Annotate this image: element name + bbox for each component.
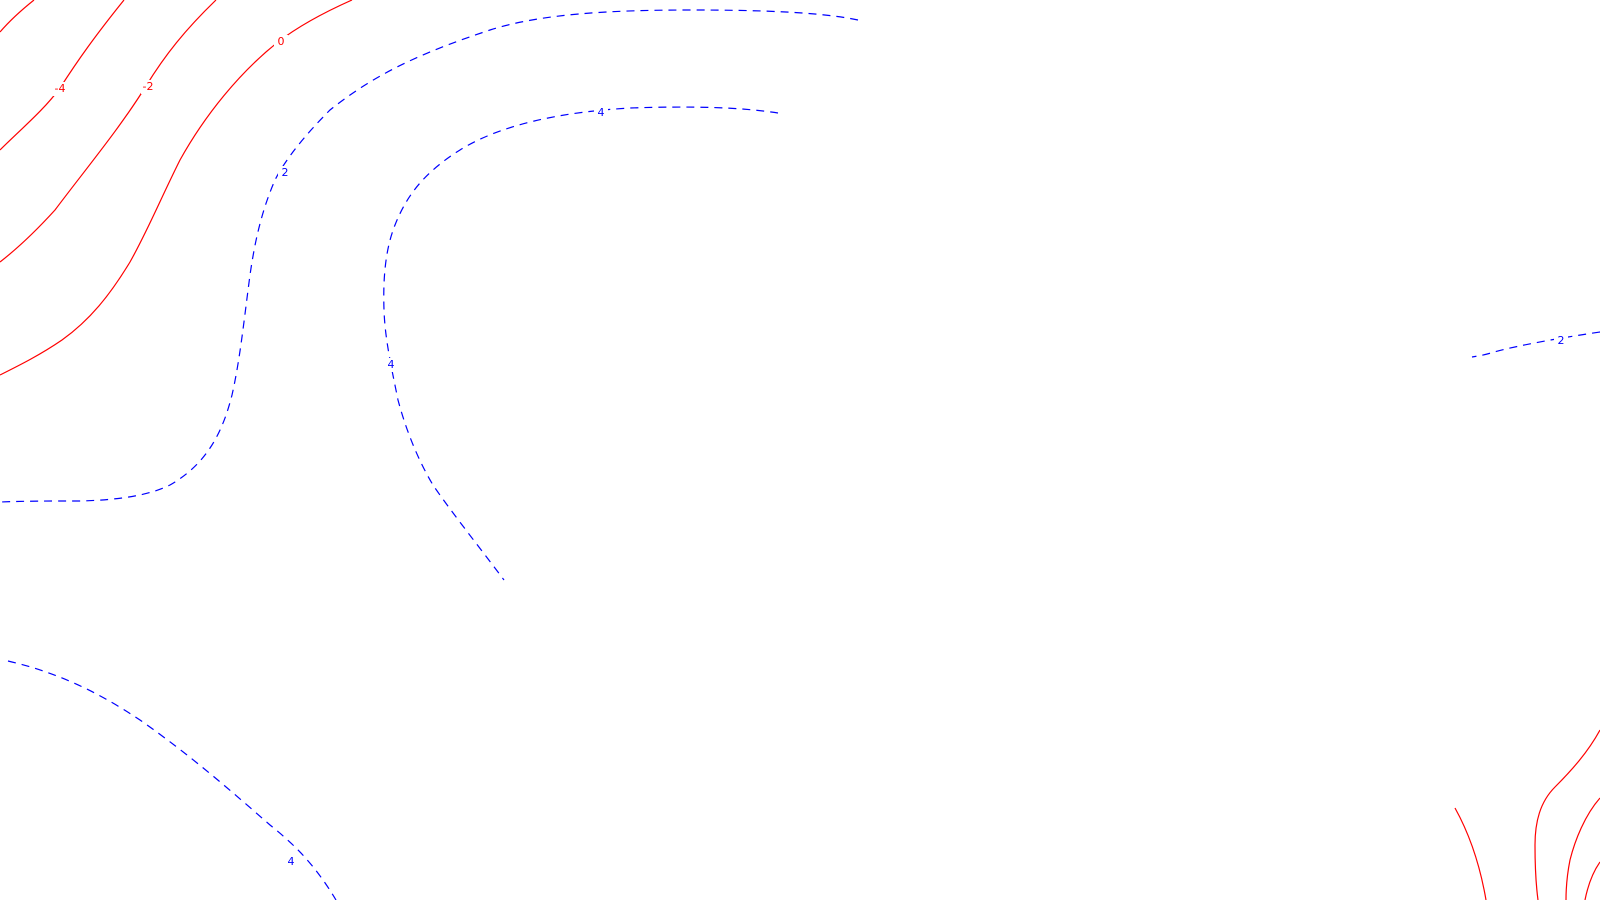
contour-line-pos2-6 [1471, 331, 1600, 358]
contour-line-pos4-5 [383, 106, 779, 581]
contour-label-bg-5 [384, 358, 398, 372]
contour-line-zero-3 [0, 0, 353, 376]
contour-label-6: 4 [288, 855, 295, 868]
contour-line-zero-8 [1534, 729, 1600, 900]
contour-labels: -4 -2 0 2 4 4 4 2 [53, 35, 1568, 869]
contour-label-5: 4 [388, 358, 395, 371]
contour-label-bg-1 [141, 80, 155, 94]
contour-line-pos2-4 [0, 9, 859, 503]
contour-label-2: 0 [278, 35, 285, 48]
contour-label-0: -4 [55, 82, 66, 95]
contour-label-1: -2 [143, 80, 154, 93]
contour-line-neg2-2 [0, 0, 217, 263]
contour-label-bg-6 [284, 855, 298, 869]
contour-label-4: 4 [598, 106, 605, 119]
contour-label-bg-4 [594, 106, 608, 120]
contour-line-pos4-7 [7, 660, 337, 900]
contour-label-bg-3 [278, 166, 292, 180]
contour-label-7: 2 [1558, 334, 1565, 347]
contour-label-bg-2 [274, 35, 288, 49]
contour-label-3: 2 [282, 166, 289, 179]
contour-line-neg4-10 [1584, 861, 1600, 900]
contour-line-neg4-0 [0, 0, 35, 33]
contour-label-bg-0 [53, 82, 67, 96]
contour-line-zero-11 [1454, 807, 1487, 900]
contour-line-neg4-1 [0, 0, 125, 151]
contour-line-neg2-9 [1565, 797, 1600, 900]
contour-label-bg-7 [1554, 334, 1568, 348]
